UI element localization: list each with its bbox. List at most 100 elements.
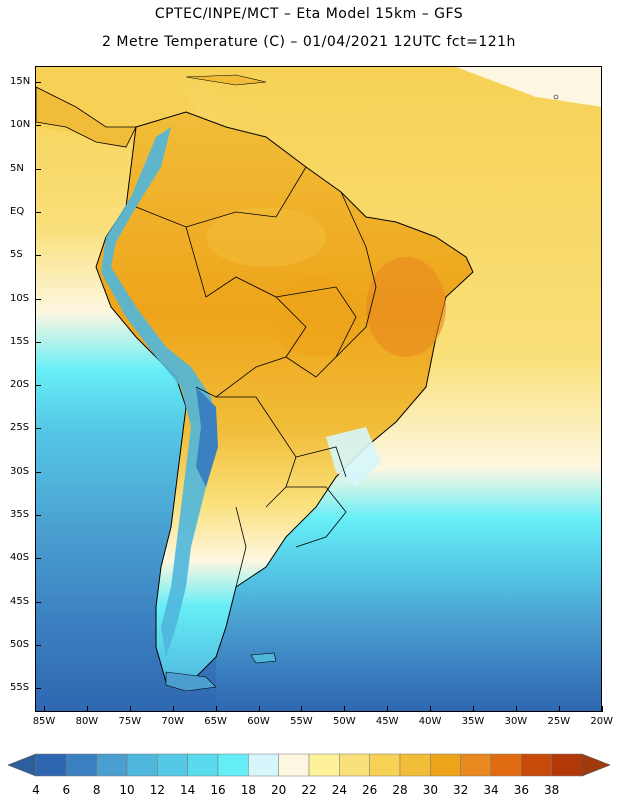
lon-label-85w: 85W <box>32 716 56 727</box>
lat-tick <box>35 82 41 83</box>
lat-label-10n: 10N <box>10 119 31 131</box>
lon-label-55w: 55W <box>290 716 313 727</box>
atlantic-island <box>553 94 559 100</box>
lon-tick <box>473 706 474 712</box>
lon-tick <box>344 706 346 712</box>
lon-tick <box>515 706 517 712</box>
lon-tick <box>215 706 217 712</box>
lat-tick <box>35 385 41 387</box>
temperature-colorbar <box>8 753 610 777</box>
hot-interior-west <box>271 277 361 357</box>
north-atlantic-pale <box>456 67 601 107</box>
colorbar-label: 20 <box>271 783 287 797</box>
colorbar-swatch <box>157 753 188 777</box>
colorbar-label: 34 <box>483 783 499 797</box>
lat-label-45s: 45S <box>10 595 30 607</box>
lat-label-55s: 55S <box>10 682 30 694</box>
colorbar-label: 8 <box>92 783 101 797</box>
colorbar-low-arrow <box>8 753 37 777</box>
lat-tick <box>35 298 41 300</box>
colorbar-swatch <box>369 753 401 777</box>
lon-tick <box>301 706 303 712</box>
colorbar-label: 24 <box>331 783 347 797</box>
lon-tick <box>86 706 88 712</box>
colorbar-label: 36 <box>513 783 529 797</box>
altiplano-cold <box>196 387 218 487</box>
colorbar-high-arrow <box>581 753 610 777</box>
lat-tick <box>35 558 41 560</box>
lat-tick <box>35 125 41 127</box>
lon-label-75w: 75W <box>118 716 142 727</box>
falkland-islands <box>250 652 277 664</box>
southeast-brazil-highlands <box>326 427 381 487</box>
colorbar-swatch <box>521 753 552 777</box>
lat-label-40s: 40S <box>10 552 30 564</box>
lon-tick <box>258 706 260 712</box>
colorbar-label: 22 <box>301 783 317 797</box>
colorbar-swatch <box>126 753 158 777</box>
amazon-warm <box>206 207 326 267</box>
colorbar-swatch <box>96 753 128 777</box>
colorbar-label: 38 <box>544 783 560 797</box>
lon-label-50w: 50W <box>332 716 356 727</box>
colorbar-swatch <box>551 753 583 777</box>
lon-label-25w: 25W <box>547 716 571 727</box>
caribbean-islands <box>185 74 267 86</box>
lat-tick <box>35 601 41 603</box>
lon-label-30w: 30W <box>504 716 528 727</box>
lat-tick <box>35 341 41 343</box>
colorbar-swatch <box>66 753 97 777</box>
lat-label-15n: 15N <box>10 76 31 87</box>
colorbar-swatch <box>339 753 370 777</box>
lat-tick <box>35 255 41 257</box>
colorbar-swatch <box>430 753 461 777</box>
lat-label-5s: 5S <box>10 249 23 261</box>
lat-label-15s: 15S <box>10 335 30 347</box>
lat-tick <box>35 168 41 170</box>
map-title-line1: CPTEC/INPE/MCT – Eta Model 15km – GFS <box>154 6 464 22</box>
lon-label-80w: 80W <box>75 716 99 727</box>
lon-tick <box>172 706 174 712</box>
lon-label-45w: 45W <box>375 716 399 727</box>
lat-tick <box>35 211 41 213</box>
lat-label-50s: 50S <box>10 638 30 650</box>
lon-tick <box>601 706 603 712</box>
colorbar-swatch <box>399 753 431 777</box>
temperature-map-graphic <box>36 67 601 711</box>
central-america <box>36 86 137 148</box>
colorbar-label: 28 <box>392 783 408 797</box>
lon-tick <box>430 706 432 712</box>
country-borders <box>135 166 377 588</box>
hot-interior-northeast <box>366 257 446 357</box>
colorbar-swatch <box>278 753 310 777</box>
lon-label-35w: 35W <box>461 716 485 727</box>
lat-label-35s: 35S <box>10 509 30 520</box>
colorbar-label: 10 <box>119 783 135 797</box>
colorbar-label: 32 <box>453 783 469 797</box>
lon-tick <box>129 706 131 712</box>
colorbar-label: 14 <box>180 783 196 797</box>
colorbar-label: 6 <box>62 783 71 797</box>
lat-tick <box>35 515 41 516</box>
colorbar-label: 18 <box>240 783 256 797</box>
map-title-line2: 2 Metre Temperature (C) – 01/04/2021 12U… <box>102 34 516 50</box>
colorbar-swatch <box>308 753 340 777</box>
lat-label-20s: 20S <box>10 379 30 391</box>
lat-label-25s: 25S <box>10 422 30 434</box>
colorbar-swatch <box>248 753 279 777</box>
lat-tick <box>35 688 41 690</box>
temperature-map <box>35 66 602 712</box>
colorbar-swatch <box>490 753 522 777</box>
lat-label-30s: 30S <box>10 465 30 477</box>
lon-label-40w: 40W <box>418 716 442 727</box>
lat-label-10s: 10S <box>10 292 30 304</box>
colorbar-label: 12 <box>149 783 165 797</box>
lon-label-65w: 65W <box>204 716 227 727</box>
lon-tick <box>387 706 389 712</box>
tierra-del-fuego <box>165 671 217 692</box>
lat-tick <box>35 428 41 430</box>
lon-tick <box>558 706 560 712</box>
colorbar-label: 4 <box>32 783 40 797</box>
lat-tick <box>35 644 41 646</box>
lon-label-20w: 20W <box>590 716 613 727</box>
